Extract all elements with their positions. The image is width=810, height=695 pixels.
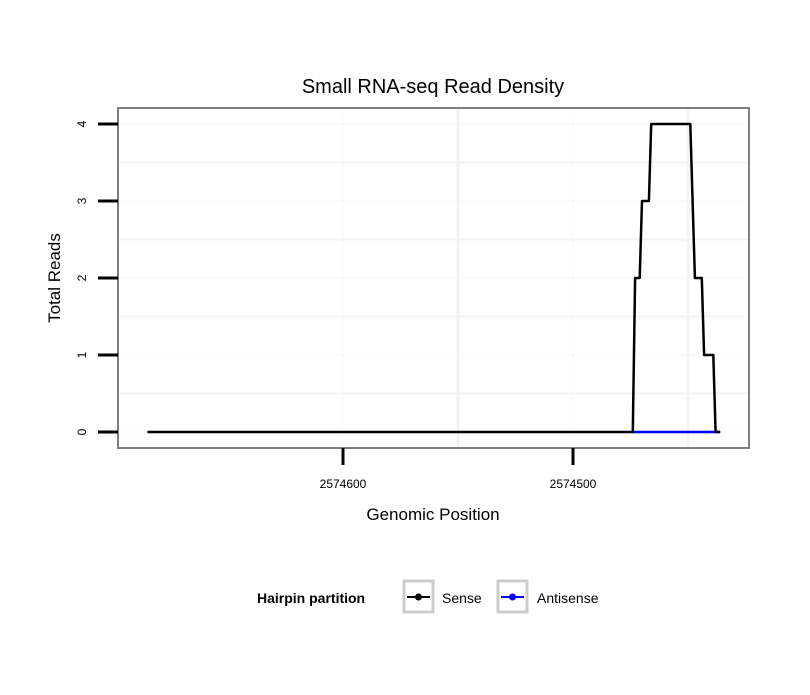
legend-item-sense: Sense [402, 579, 482, 614]
y-tick-label: 3 [75, 197, 89, 204]
x-axis-label: Genomic Position [366, 505, 499, 524]
series-line-sense [147, 122, 721, 434]
y-tick-label: 2 [75, 274, 89, 281]
legend-label-sense: Sense [442, 590, 482, 606]
legend-point-sense [415, 593, 422, 601]
y-axis-label: Total Reads [45, 233, 64, 323]
legend-item-antisense: Antisense [496, 579, 599, 614]
x-tick-label: 2574600 [320, 477, 367, 491]
legend-point-antisense [509, 593, 516, 601]
y-tick-label: 4 [75, 120, 89, 127]
legend: Hairpin partition Sense Antisense [257, 579, 599, 614]
x-tick-label: 2574500 [550, 477, 597, 491]
y-tick-label: 0 [75, 428, 89, 435]
chart-title: Small RNA-seq Read Density [302, 76, 564, 98]
legend-title: Hairpin partition [257, 590, 365, 606]
legend-label-antisense: Antisense [537, 590, 599, 606]
y-tick-label: 1 [75, 351, 89, 358]
